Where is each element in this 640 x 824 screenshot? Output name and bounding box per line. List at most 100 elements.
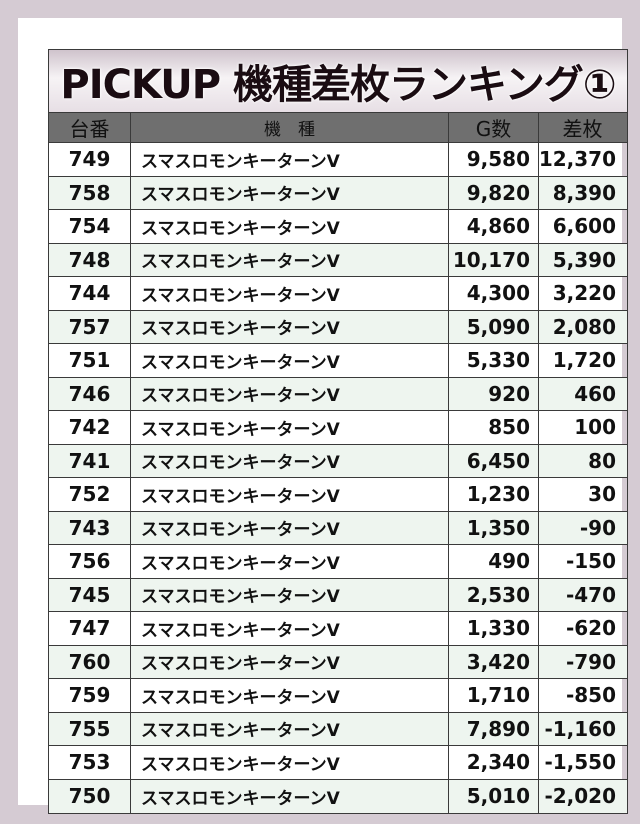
diff-cell: 100 <box>574 415 616 440</box>
unit-cell: 755 <box>49 712 131 745</box>
table-row: 748 スマスロモンキーターンV 10,170 5,390 <box>49 243 627 277</box>
diff-cell: -790 <box>565 649 616 674</box>
unit-cell: 743 <box>49 511 131 544</box>
table-header: 台番 機 種 G数 差枚 <box>49 113 627 143</box>
machine-cell: スマスロモンキーターンV <box>131 310 449 343</box>
games-cell: 5,010 <box>449 779 539 813</box>
diff-cell: 460 <box>574 381 616 406</box>
diff-cell: 8,390 <box>552 180 616 205</box>
games-cell: 5,330 <box>449 344 539 377</box>
machine-cell: スマスロモンキーターンV <box>131 578 449 611</box>
machine-cell: スマスロモンキーターンV <box>131 444 449 477</box>
machine-cell: スマスロモンキーターンV <box>131 712 449 745</box>
games-cell: 1,330 <box>449 612 539 645</box>
diff-cell: -1,550 <box>544 750 616 775</box>
machine-cell: スマスロモンキーターンV <box>131 478 449 511</box>
machine-cell: スマスロモンキーターンV <box>131 645 449 678</box>
games-cell: 490 <box>449 545 539 578</box>
games-cell: 1,230 <box>449 478 539 511</box>
page-title: PICKUP 機種差枚ランキング① <box>49 50 627 113</box>
table-row: 749 スマスロモンキーターンV 9,580 12,370 <box>49 143 627 177</box>
games-cell: 2,530 <box>449 578 539 611</box>
unit-cell: 753 <box>49 746 131 779</box>
table-row: 758 スマスロモンキーターンV 9,820 8,390 <box>49 176 627 210</box>
table-row: 759 スマスロモンキーターンV 1,710 -850 <box>49 679 627 713</box>
games-cell: 5,090 <box>449 310 539 343</box>
games-cell: 7,890 <box>449 712 539 745</box>
table-body: 749 スマスロモンキーターンV 9,580 12,370 758 スマスロモンキーターン… <box>49 143 627 813</box>
machine-cell: スマスロモンキーターンV <box>131 143 449 176</box>
unit-cell: 756 <box>49 545 131 578</box>
table-row: 750 スマスロモンキーターンV 5,010 -2,020 <box>49 779 627 813</box>
games-cell: 1,350 <box>449 511 539 544</box>
table-row: 752 スマスロモンキーターンV 1,230 30 <box>49 478 627 512</box>
unit-cell: 742 <box>49 411 131 444</box>
table-row: 746 スマスロモンキーターンV 920 460 <box>49 377 627 411</box>
table-row: 753 スマスロモンキーターンV 2,340 -1,550 <box>49 746 627 780</box>
header-machine: 機 種 <box>131 113 449 142</box>
games-cell: 9,580 <box>449 143 539 176</box>
header-games: G数 <box>449 113 539 142</box>
ranking-card: PICKUP 機種差枚ランキング① 台番 機 種 G数 差枚 749 スマスロモン… <box>18 18 628 814</box>
unit-cell: 754 <box>49 210 131 243</box>
games-cell: 1,710 <box>449 679 539 712</box>
diff-cell: -2,020 <box>544 784 616 809</box>
diff-cell: -850 <box>565 683 616 708</box>
unit-cell: 751 <box>49 344 131 377</box>
unit-cell: 757 <box>49 310 131 343</box>
machine-cell: スマスロモンキーターンV <box>131 344 449 377</box>
diff-cell: -1,160 <box>544 716 616 741</box>
unit-cell: 746 <box>49 377 131 410</box>
machine-cell: スマスロモンキーターンV <box>131 612 449 645</box>
unit-cell: 750 <box>49 779 131 813</box>
machine-cell: スマスロモンキーターンV <box>131 545 449 578</box>
diff-cell: -620 <box>565 616 616 641</box>
games-cell: 4,300 <box>449 277 539 310</box>
games-cell: 3,420 <box>449 645 539 678</box>
table-row: 745 スマスロモンキーターンV 2,530 -470 <box>49 578 627 612</box>
table-row: 754 スマスロモンキーターンV 4,860 6,600 <box>49 210 627 244</box>
machine-cell: スマスロモンキーターンV <box>131 277 449 310</box>
machine-cell: スマスロモンキーターンV <box>131 377 449 410</box>
diff-cell: 1,720 <box>552 348 616 373</box>
diff-cell: -470 <box>565 582 616 607</box>
machine-cell: スマスロモンキーターンV <box>131 746 449 779</box>
table-row: 760 スマスロモンキーターンV 3,420 -790 <box>49 645 627 679</box>
diff-cell: 30 <box>588 482 616 507</box>
games-cell: 6,450 <box>449 444 539 477</box>
machine-cell: スマスロモンキーターンV <box>131 243 449 276</box>
diff-cell: 12,370 <box>538 147 616 172</box>
games-cell: 10,170 <box>449 243 539 276</box>
machine-cell: スマスロモンキーターンV <box>131 411 449 444</box>
table-row: 744 スマスロモンキーターンV 4,300 3,220 <box>49 277 627 311</box>
unit-cell: 747 <box>49 612 131 645</box>
games-cell: 4,860 <box>449 210 539 243</box>
table-row: 756 スマスロモンキーターンV 490 -150 <box>49 545 627 579</box>
unit-cell: 759 <box>49 679 131 712</box>
unit-cell: 741 <box>49 444 131 477</box>
games-cell: 920 <box>449 377 539 410</box>
machine-cell: スマスロモンキーターンV <box>131 779 449 813</box>
table-row: 751 スマスロモンキーターンV 5,330 1,720 <box>49 344 627 378</box>
unit-cell: 749 <box>49 143 131 176</box>
games-cell: 2,340 <box>449 746 539 779</box>
table-row: 757 スマスロモンキーターンV 5,090 2,080 <box>49 310 627 344</box>
diff-cell: 5,390 <box>552 247 616 272</box>
machine-cell: スマスロモンキーターンV <box>131 176 449 209</box>
unit-cell: 760 <box>49 645 131 678</box>
diff-cell: 3,220 <box>552 281 616 306</box>
table-row: 747 スマスロモンキーターンV 1,330 -620 <box>49 612 627 646</box>
machine-cell: スマスロモンキーターンV <box>131 511 449 544</box>
table-row: 742 スマスロモンキーターンV 850 100 <box>49 411 627 445</box>
unit-cell: 744 <box>49 277 131 310</box>
table-row: 755 スマスロモンキーターンV 7,890 -1,160 <box>49 712 627 746</box>
unit-cell: 758 <box>49 176 131 209</box>
diff-cell: 6,600 <box>552 214 616 239</box>
unit-cell: 748 <box>49 243 131 276</box>
games-cell: 850 <box>449 411 539 444</box>
machine-cell: スマスロモンキーターンV <box>131 210 449 243</box>
diff-cell: 2,080 <box>552 314 616 339</box>
diff-cell: 80 <box>588 448 616 473</box>
header-unit: 台番 <box>49 113 131 142</box>
ranking-table: PICKUP 機種差枚ランキング① 台番 機 種 G数 差枚 749 スマスロモン… <box>48 49 628 814</box>
